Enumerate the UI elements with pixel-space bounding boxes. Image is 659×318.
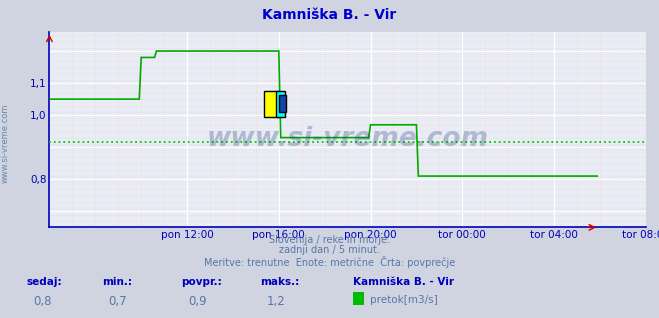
Text: 0,7: 0,7 (109, 295, 127, 308)
FancyBboxPatch shape (279, 95, 286, 112)
FancyBboxPatch shape (276, 92, 285, 117)
Text: www.si-vreme.com: www.si-vreme.com (1, 103, 10, 183)
Text: Kamniška B. - Vir: Kamniška B. - Vir (262, 8, 397, 22)
Text: pretok[m3/s]: pretok[m3/s] (370, 295, 438, 305)
Text: 1,2: 1,2 (267, 295, 285, 308)
Text: sedaj:: sedaj: (26, 277, 62, 287)
Text: 0,8: 0,8 (33, 295, 51, 308)
Text: Slovenija / reke in morje.: Slovenija / reke in morje. (269, 235, 390, 245)
Text: maks.:: maks.: (260, 277, 300, 287)
Text: www.si-vreme.com: www.si-vreme.com (207, 126, 488, 152)
Text: povpr.:: povpr.: (181, 277, 222, 287)
Text: Meritve: trenutne  Enote: metrične  Črta: povprečje: Meritve: trenutne Enote: metrične Črta: … (204, 256, 455, 268)
Text: Kamniška B. - Vir: Kamniška B. - Vir (353, 277, 453, 287)
FancyBboxPatch shape (264, 92, 279, 117)
Text: 0,9: 0,9 (188, 295, 206, 308)
Text: min.:: min.: (102, 277, 132, 287)
Text: zadnji dan / 5 minut.: zadnji dan / 5 minut. (279, 245, 380, 255)
